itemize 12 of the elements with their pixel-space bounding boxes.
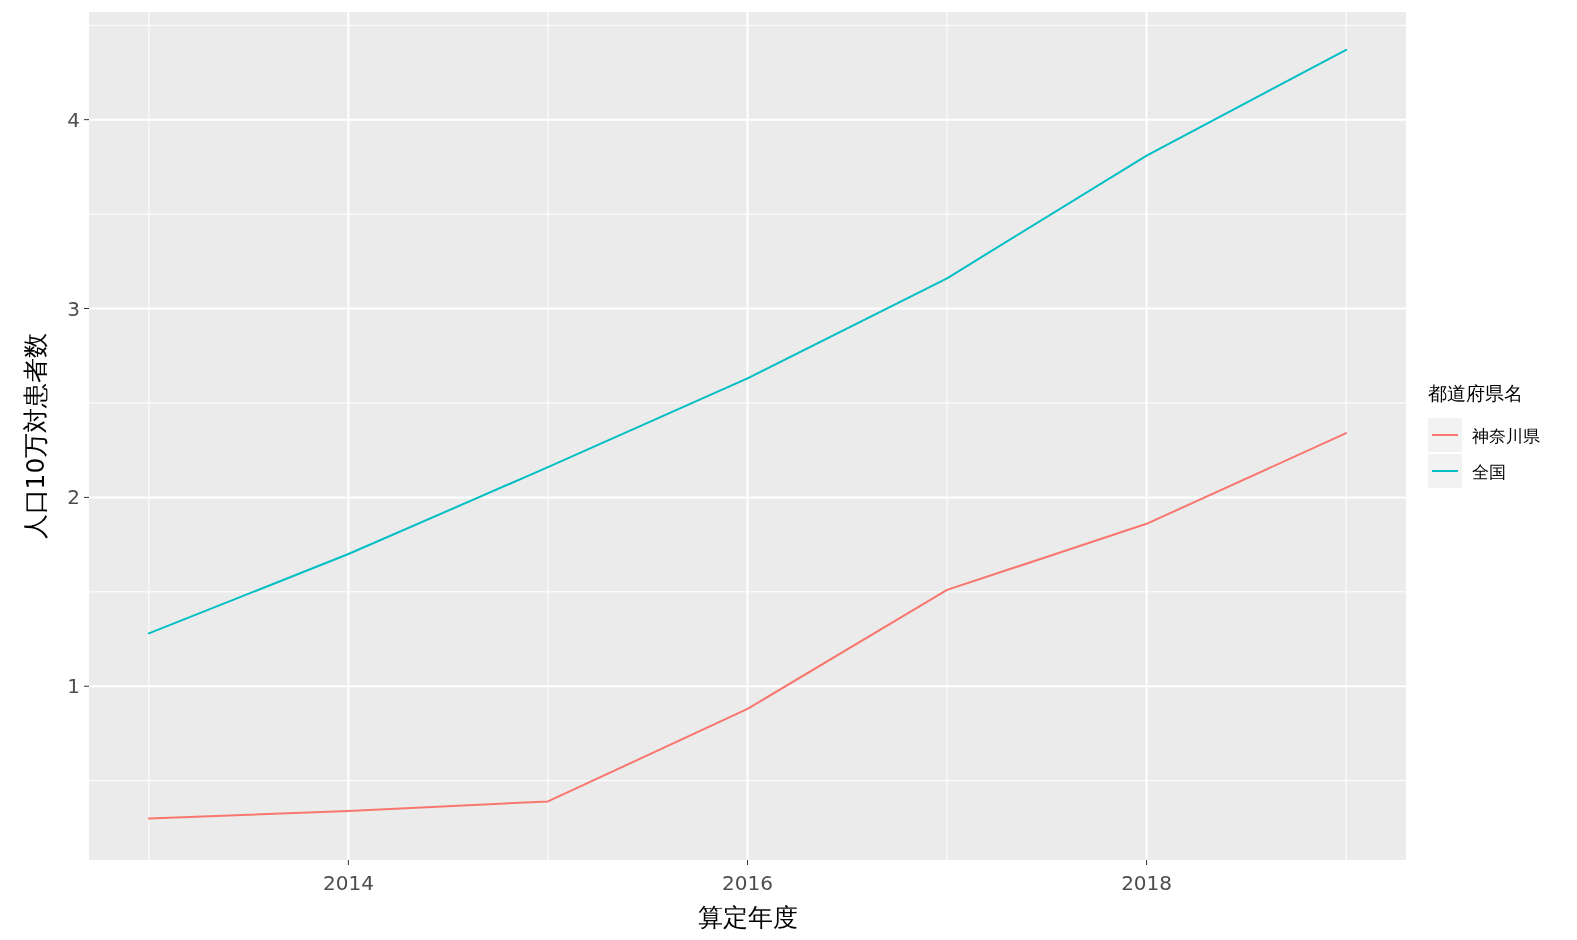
y-tick-label: 2 [67,485,80,510]
legend-label: 全国 [1472,462,1506,482]
y-axis-title: 人口10万対患者数 [21,332,50,540]
x-tick-label: 2014 [322,871,374,895]
legend-title: 都道府県名 [1428,382,1523,404]
x-tick-label: 2018 [1121,871,1173,895]
x-axis-title: 算定年度 [697,903,798,932]
y-tick-label: 1 [67,674,80,699]
y-tick-label: 4 [67,107,80,132]
y-tick-label: 3 [67,296,80,321]
x-tick-label: 2016 [722,871,773,895]
legend-label: 神奈川県 [1472,426,1540,446]
